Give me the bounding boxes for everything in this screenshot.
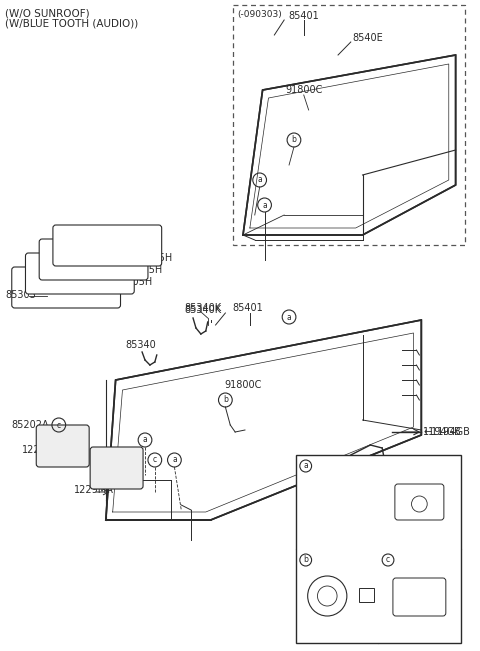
FancyBboxPatch shape <box>12 267 120 308</box>
Text: 85201A: 85201A <box>90 465 128 475</box>
Bar <box>359 588 374 602</box>
Text: a: a <box>303 462 308 471</box>
Text: 85238: 85238 <box>396 616 427 626</box>
FancyBboxPatch shape <box>39 239 148 280</box>
Text: a: a <box>262 201 267 210</box>
Text: 1229MA: 1229MA <box>22 445 61 455</box>
Text: a: a <box>143 436 147 445</box>
Text: 85340J: 85340J <box>333 460 367 470</box>
Text: c: c <box>57 421 61 430</box>
Text: 85237A: 85237A <box>393 626 431 636</box>
Text: ←1194GB: ←1194GB <box>423 427 470 437</box>
Text: 85235: 85235 <box>315 461 347 471</box>
Text: 85305H: 85305H <box>124 265 163 275</box>
Text: (W/O SUNROOF): (W/O SUNROOF) <box>5 8 90 18</box>
Text: b: b <box>303 555 308 564</box>
Text: 85340: 85340 <box>125 340 156 350</box>
FancyBboxPatch shape <box>36 425 89 467</box>
Text: a: a <box>287 312 291 322</box>
Polygon shape <box>106 320 421 520</box>
FancyBboxPatch shape <box>25 253 134 294</box>
Text: c: c <box>386 555 390 564</box>
Text: 1229MA: 1229MA <box>73 485 113 495</box>
Text: b: b <box>223 396 228 404</box>
Text: 8540E: 8540E <box>353 33 384 43</box>
Text: 1194GB: 1194GB <box>423 427 462 437</box>
Text: 85202A: 85202A <box>12 420 49 430</box>
Text: (-090303): (-090303) <box>237 10 282 20</box>
Text: a: a <box>172 456 177 465</box>
Text: b: b <box>291 135 296 145</box>
Text: 91800C: 91800C <box>224 380 262 390</box>
Bar <box>296 455 460 643</box>
Bar <box>233 5 466 245</box>
Text: 85305H: 85305H <box>115 277 153 287</box>
FancyBboxPatch shape <box>90 447 143 489</box>
Text: 85340K: 85340K <box>184 305 221 315</box>
Text: c: c <box>153 456 157 465</box>
Text: a: a <box>257 176 262 184</box>
Text: 85340K: 85340K <box>184 303 221 313</box>
Text: 95520A: 95520A <box>315 555 353 565</box>
Text: 85305: 85305 <box>5 290 36 300</box>
Text: 85401: 85401 <box>288 11 319 21</box>
Text: 85401: 85401 <box>232 303 263 313</box>
FancyBboxPatch shape <box>53 225 162 266</box>
Text: (W/BLUE TOOTH (AUDIO)): (W/BLUE TOOTH (AUDIO)) <box>5 19 138 29</box>
Text: 85305H: 85305H <box>134 253 172 263</box>
Polygon shape <box>243 55 456 235</box>
Text: 91800C: 91800C <box>285 85 323 95</box>
